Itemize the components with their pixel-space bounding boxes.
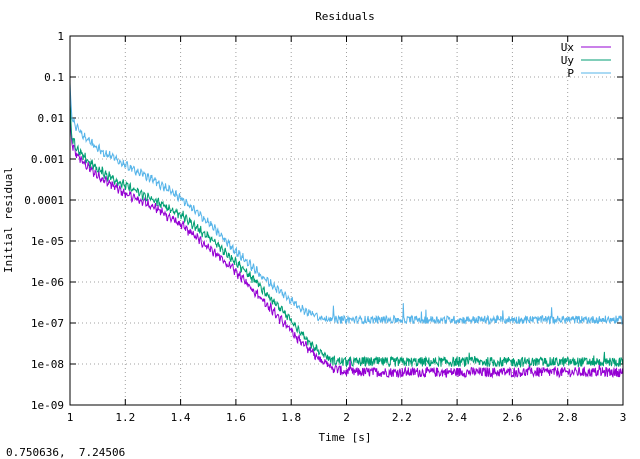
x-tick-label: 2 [343, 411, 350, 424]
x-axis: 1 1.2 1.4 1.6 1.8 2 2.2 2.4 2.6 2.8 3 [67, 36, 627, 424]
x-tick-label: 2.2 [392, 411, 412, 424]
y-tick-label: 1e-07 [31, 317, 64, 330]
series-lines [69, 82, 624, 379]
y-tick-label: 1e-05 [31, 235, 64, 248]
x-tick-label: 2.6 [502, 411, 522, 424]
x-tick-label: 2.8 [558, 411, 578, 424]
legend-label: Ux [561, 41, 575, 54]
y-axis: 1e-09 1e-08 1e-07 1e-06 1e-05 0.0001 0.001 0.01… [24, 30, 623, 412]
x-tick-label: 1 [67, 411, 74, 424]
legend-label: P [567, 67, 574, 80]
y-tick-label: 0.1 [44, 71, 64, 84]
coordinate-readout: 0.750636, 7.24506 [6, 446, 126, 459]
x-tick-label: 1.6 [226, 411, 246, 424]
x-tick-label: 2.4 [447, 411, 467, 424]
series-line-uy [69, 96, 624, 369]
y-tick-label: 1 [57, 30, 64, 43]
x-tick-label: 1.8 [281, 411, 301, 424]
x-tick-label: 3 [620, 411, 627, 424]
plot-frame [69, 35, 624, 406]
y-tick-label: 0.001 [31, 153, 64, 166]
x-tick-label: 1.2 [115, 411, 135, 424]
grid-lines [70, 36, 623, 405]
y-tick-label: 1e-06 [31, 276, 64, 289]
series-line-ux [69, 108, 624, 379]
series-line-p [69, 82, 624, 326]
x-tick-label: 1.4 [171, 411, 191, 424]
chart-title: Residuals [315, 10, 375, 23]
y-tick-label: 1e-08 [31, 358, 64, 371]
y-tick-label: 0.01 [38, 112, 65, 125]
y-axis-label: Initial residual [2, 167, 15, 273]
y-tick-label: 1e-09 [31, 399, 64, 412]
y-tick-label: 0.0001 [24, 194, 64, 207]
legend-label: Uy [561, 54, 575, 67]
x-axis-label: Time [s] [319, 431, 372, 444]
